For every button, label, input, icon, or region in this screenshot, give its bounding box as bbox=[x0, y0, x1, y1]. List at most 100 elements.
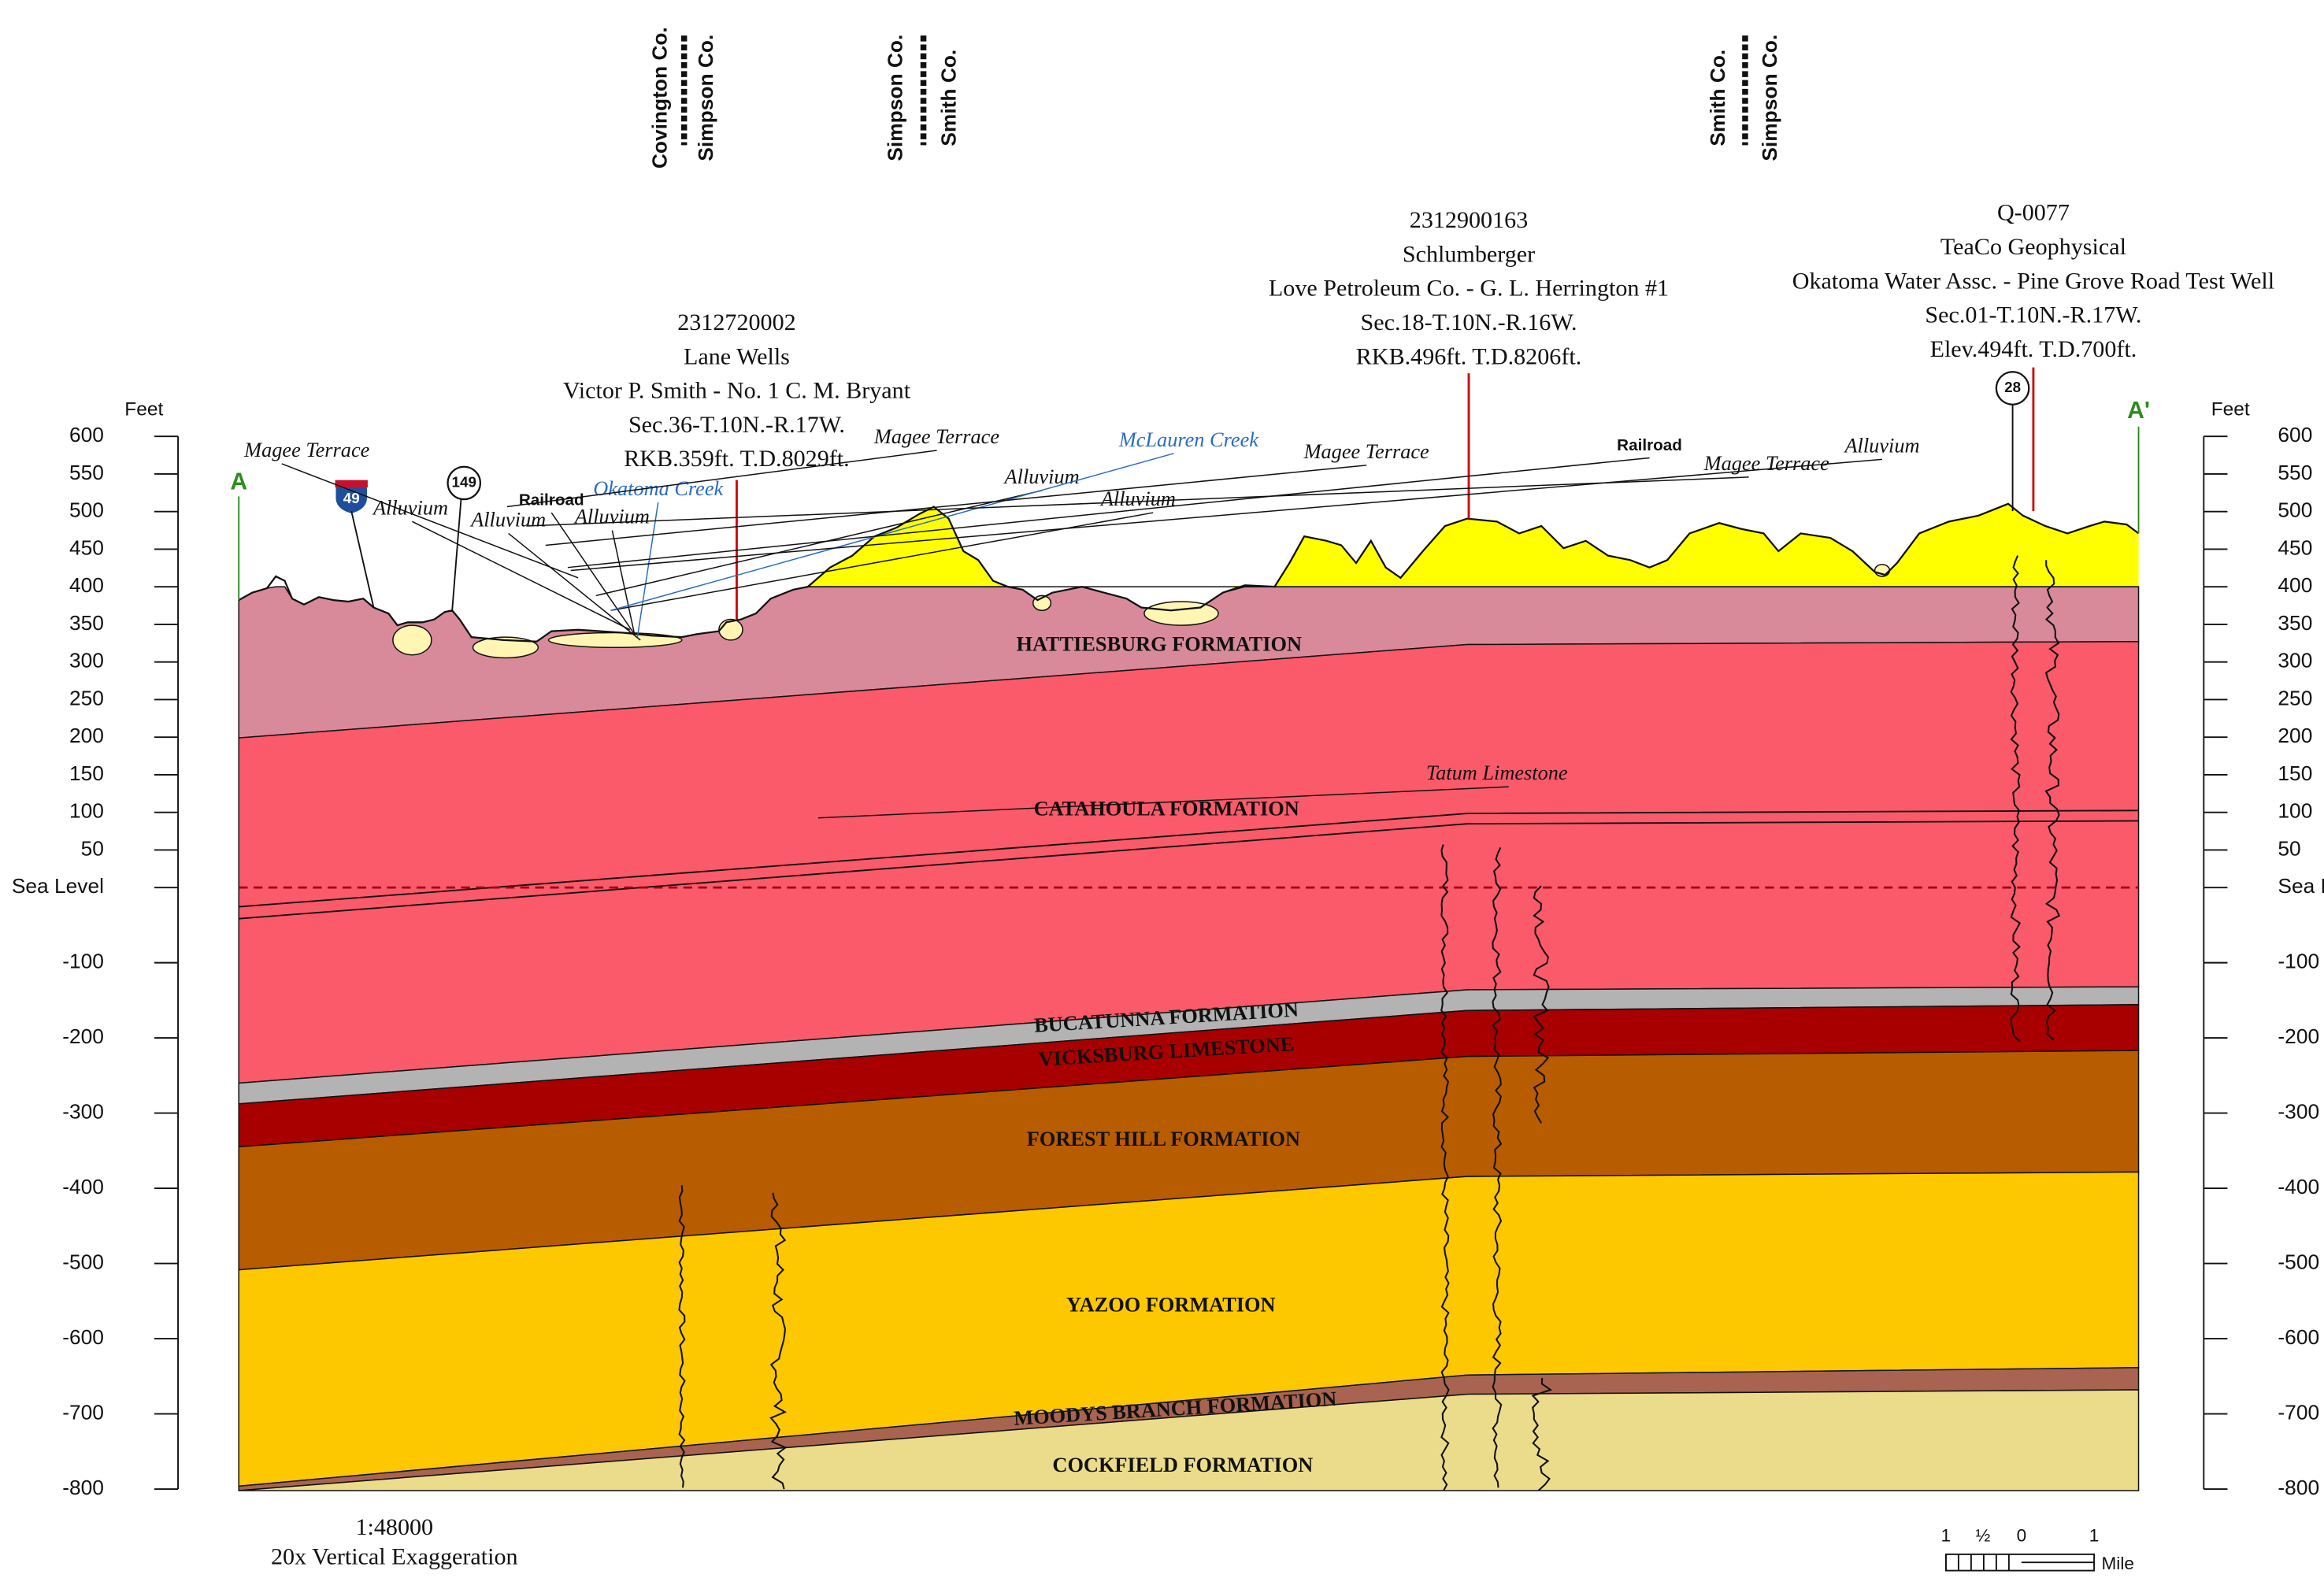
cross-section: 2312720002 Lane Wells Victor P. Smith - No… bbox=[0, 0, 2324, 1578]
surface-label: Tatum Limestone bbox=[1426, 761, 1568, 784]
tick-label: 50 bbox=[2278, 836, 2300, 860]
well-label: 2312900163 bbox=[1410, 206, 1528, 233]
tick-label: 300 bbox=[69, 649, 104, 672]
alluvium-deposit bbox=[1144, 602, 1218, 625]
tick-label: Sea Level bbox=[2278, 874, 2324, 898]
axis-unit: Feet bbox=[2211, 399, 2250, 420]
formation-label: HATTIESBURG FORMATION bbox=[1016, 632, 1302, 655]
surface-label: Magee Terrace bbox=[243, 439, 369, 461]
tick-label: -200 bbox=[62, 1024, 104, 1048]
tick-label: 50 bbox=[81, 836, 104, 860]
tick-label: -400 bbox=[2278, 1175, 2319, 1198]
surface-label: McLauren Creek bbox=[1118, 428, 1259, 451]
well-label: Sec.36-T.10N.-R.17W. bbox=[628, 411, 845, 438]
county-label: Simpson Co. bbox=[884, 35, 907, 161]
well-label: RKB.496ft. T.D.8206ft. bbox=[1356, 343, 1581, 369]
tick-label: -100 bbox=[2278, 950, 2319, 973]
alluvium-deposit bbox=[548, 632, 681, 647]
tick-label: -600 bbox=[2278, 1325, 2319, 1349]
formation-label: CATAHOULA FORMATION bbox=[1034, 797, 1299, 820]
scale-bar-label: 1 bbox=[1941, 1525, 1951, 1545]
tick-label: 350 bbox=[2278, 611, 2312, 635]
well-label: Q-0077 bbox=[1997, 199, 2070, 226]
terrace-deposit bbox=[808, 504, 2139, 587]
county-label: Covington Co. bbox=[647, 27, 671, 169]
tick-label: 300 bbox=[2278, 649, 2312, 672]
tick-label: Sea Level bbox=[12, 874, 104, 898]
well-label: TeaCo Geophysical bbox=[1940, 233, 2126, 260]
well-label: Victor P. Smith - No. 1 C. M. Bryant bbox=[563, 377, 911, 404]
tick-label: 450 bbox=[2278, 535, 2312, 559]
surface-label: Alluvium bbox=[1843, 434, 1919, 457]
well-label: Love Petroleum Co. - G. L. Herrington #1 bbox=[1269, 275, 1669, 302]
tick-label: -200 bbox=[2278, 1024, 2319, 1048]
tick-label: 500 bbox=[2278, 498, 2312, 522]
surface-label: Alluvium bbox=[372, 496, 448, 519]
tick-label: 350 bbox=[69, 611, 104, 635]
well-label: Lane Wells bbox=[684, 343, 790, 369]
scale-bar-label: ½ bbox=[1976, 1525, 1991, 1545]
formation-label: FOREST HILL FORMATION bbox=[1027, 1128, 1300, 1150]
surface-label: Alluvium bbox=[1003, 465, 1080, 488]
tick-label: -500 bbox=[2278, 1250, 2319, 1274]
tick-label: 450 bbox=[69, 535, 104, 559]
tick-label: -300 bbox=[2278, 1100, 2319, 1124]
formation-label: YAZOO FORMATION bbox=[1066, 1294, 1276, 1317]
well-label: Sec.18-T.10N.-R.16W. bbox=[1361, 309, 1577, 335]
tick-label: -700 bbox=[62, 1401, 104, 1424]
tick-label: 600 bbox=[69, 423, 104, 446]
well-label: Okatoma Water Assc. - Pine Grove Road Te… bbox=[1792, 267, 2274, 294]
tick-label: 200 bbox=[2278, 724, 2312, 747]
leader-line bbox=[351, 511, 373, 607]
surface-label: Magee Terrace bbox=[1703, 452, 1829, 475]
tick-label: 250 bbox=[2278, 686, 2312, 709]
well-label: Schlumberger bbox=[1403, 240, 1535, 267]
county-label: Simpson Co. bbox=[1758, 35, 1781, 161]
surface-label: Magee Terrace bbox=[1303, 440, 1429, 463]
tick-label: -800 bbox=[62, 1476, 104, 1499]
leader-line bbox=[509, 533, 640, 639]
section-end-label: A bbox=[230, 469, 247, 495]
interstate-shield: 49 bbox=[335, 480, 368, 514]
route-label: 149 bbox=[452, 473, 476, 490]
tick-label: 600 bbox=[2278, 423, 2312, 446]
tick-label: 550 bbox=[69, 461, 104, 484]
tick-label: -700 bbox=[2278, 1401, 2319, 1424]
tick-label: 100 bbox=[69, 799, 104, 823]
scale-ratio: 1:48000 bbox=[355, 1513, 433, 1540]
tick-label: -500 bbox=[62, 1250, 104, 1274]
tick-label: -300 bbox=[62, 1100, 104, 1124]
well-label: Elev.494ft. T.D.700ft. bbox=[1930, 335, 2137, 362]
surface-label: Railroad bbox=[1617, 436, 1682, 454]
surface-label: Magee Terrace bbox=[873, 425, 999, 448]
well-label: 2312720002 bbox=[677, 309, 795, 335]
tick-label: 150 bbox=[69, 761, 104, 785]
tick-label: -600 bbox=[62, 1325, 104, 1349]
tick-label: 250 bbox=[69, 686, 104, 709]
county-label: Simpson Co. bbox=[694, 35, 717, 161]
tick-label: 500 bbox=[69, 498, 104, 522]
scale-unit: Mile bbox=[2101, 1554, 2133, 1573]
tick-label: 550 bbox=[2278, 461, 2312, 484]
tick-label: -400 bbox=[62, 1175, 104, 1198]
formation-label: COCKFIELD FORMATION bbox=[1052, 1454, 1313, 1476]
tick-label: 200 bbox=[69, 724, 104, 747]
leader-line bbox=[452, 499, 461, 610]
county-label: Smith Co. bbox=[936, 50, 960, 146]
tick-label: -100 bbox=[62, 950, 104, 973]
page: {"county_lines": [["Covington Co.", "Sim… bbox=[0, 0, 2324, 1578]
scale-exaggeration: 20x Vertical Exaggeration bbox=[271, 1543, 518, 1569]
county-label: Smith Co. bbox=[1706, 50, 1729, 146]
tick-label: 100 bbox=[2278, 799, 2312, 823]
surface-label: Alluvium bbox=[469, 508, 546, 531]
axis-unit: Feet bbox=[124, 399, 163, 420]
tick-label: 400 bbox=[69, 573, 104, 597]
well-label: RKB.359ft. T.D.8029ft. bbox=[624, 445, 849, 472]
tick-label: -800 bbox=[2278, 1476, 2319, 1499]
section-end-label: A' bbox=[2127, 398, 2150, 424]
surface-label: Alluvium bbox=[573, 506, 650, 528]
well-label: Sec.01-T.10N.-R.17W. bbox=[1925, 302, 2141, 328]
scale-bar-label: 0 bbox=[2017, 1525, 2027, 1545]
scale-bar-label: 1 bbox=[2089, 1525, 2100, 1545]
alluvium-deposit bbox=[393, 625, 432, 655]
